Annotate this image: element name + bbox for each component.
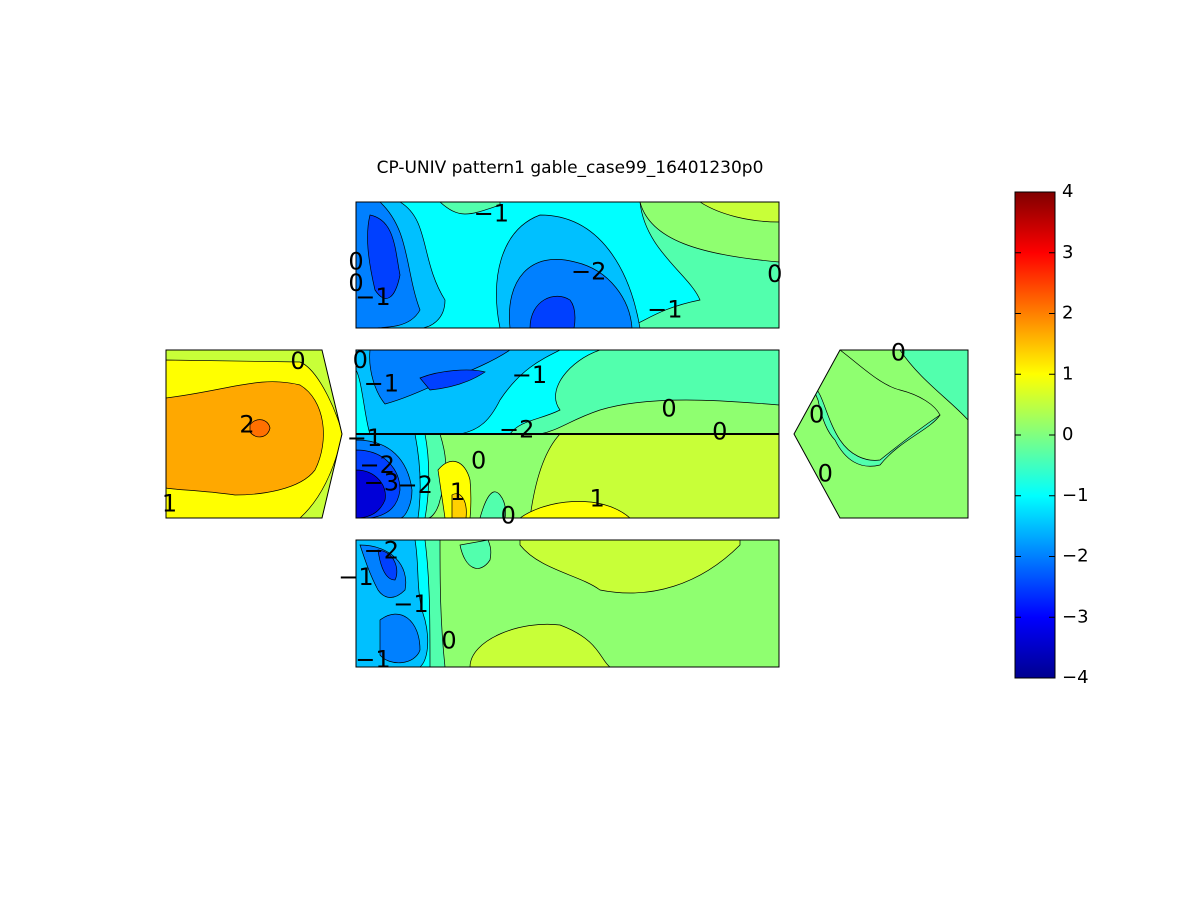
contour-label: −1 — [364, 369, 399, 397]
contour-label: −1 — [512, 361, 547, 389]
colorbar-tick-label: −2 — [1062, 546, 1089, 567]
contour-label: −1 — [355, 646, 390, 674]
colorbar-tick-label: 2 — [1062, 303, 1073, 324]
colorbar-tick-label: 0 — [1062, 424, 1073, 445]
contour-label: 0 — [767, 260, 782, 288]
colorbar-tick-label: −3 — [1062, 606, 1089, 627]
panel-wall-upper — [356, 350, 779, 434]
contour-label: 0 — [891, 338, 906, 366]
contour-label: −2 — [398, 471, 433, 499]
contour-label: −2 — [364, 536, 399, 564]
contour-label: −1 — [355, 283, 390, 311]
contour-label: −2 — [359, 451, 394, 479]
panel-top — [356, 202, 779, 328]
contour-label: 0 — [348, 247, 363, 275]
colorbar-tick-label: −1 — [1062, 485, 1089, 506]
contour-label: −1 — [647, 295, 682, 323]
contour-label: 0 — [818, 459, 833, 487]
contour-label: 0 — [809, 401, 824, 429]
contour-label: −1 — [393, 590, 428, 618]
colorbar-tick-label: −4 — [1062, 667, 1089, 688]
contour-label: 1 — [450, 478, 465, 506]
colorbar: 4 3 2 1 0 −1 −2 −3 −4 — [1014, 181, 1089, 688]
contour-label: 0 — [348, 269, 363, 297]
contour-label: 0 — [501, 501, 516, 529]
chart-title: CP-UNIV pattern1 gable_case99_16401230p0 — [376, 158, 764, 178]
contour-label: −2 — [571, 258, 606, 286]
contour-label: 1 — [589, 485, 604, 513]
contour-label: −1 — [347, 424, 382, 452]
colorbar-ticks: 4 3 2 1 0 −1 −2 −3 −4 — [1015, 181, 1089, 688]
panel-bottom — [356, 540, 779, 667]
contour-label: 0 — [441, 627, 456, 655]
contour-label: 1 — [162, 490, 177, 518]
panel-wall-lower — [356, 434, 779, 518]
contour-label: −1 — [338, 563, 373, 591]
colorbar-gradient — [1014, 191, 1056, 679]
contour-label: 0 — [661, 395, 676, 423]
contour-label: 2 — [239, 411, 254, 439]
panel-left-gable — [166, 350, 342, 518]
contour-label: 0 — [712, 417, 727, 445]
contour-label: −1 — [474, 200, 509, 228]
contour-label: −2 — [499, 416, 534, 444]
colorbar-tick-label: 3 — [1062, 242, 1073, 263]
colorbar-tick-label: 1 — [1062, 363, 1073, 384]
contour-label: 0 — [290, 347, 305, 375]
panel-right-gable — [794, 350, 968, 518]
colorbar-tick-label: 4 — [1062, 181, 1073, 202]
contour-label: −3 — [364, 469, 399, 497]
contour-label: 0 — [471, 447, 486, 475]
contour-label: 0 — [353, 346, 368, 374]
